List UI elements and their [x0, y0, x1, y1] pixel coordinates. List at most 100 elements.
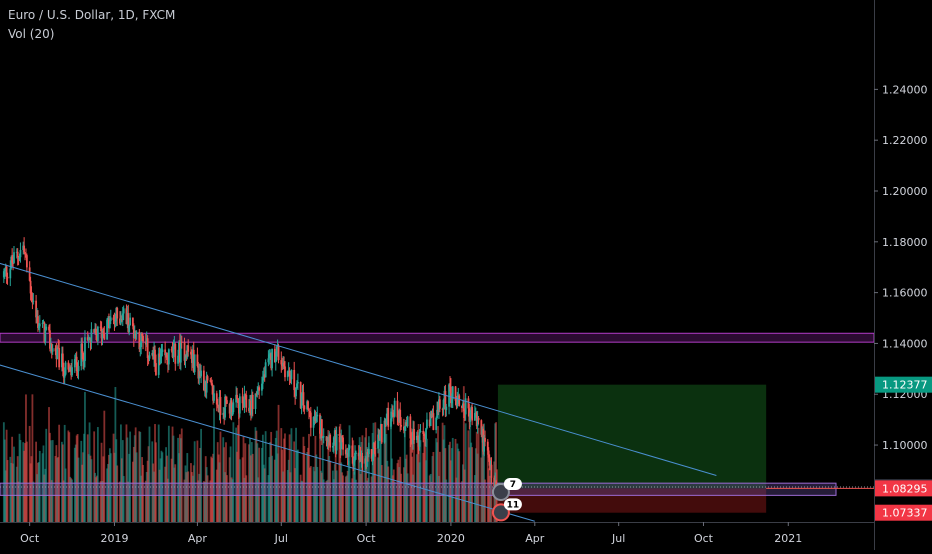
volume-bar — [274, 438, 277, 522]
candle-body — [474, 412, 477, 414]
candle-body — [146, 338, 149, 358]
candle-body — [477, 418, 480, 421]
candle-body — [178, 342, 180, 356]
candle-body — [121, 313, 124, 321]
price-label-text: 1.07337 — [882, 507, 928, 520]
volume-bar — [325, 481, 328, 522]
candle-body — [346, 453, 349, 457]
markers: 7 11 — [491, 478, 522, 522]
candle-body — [281, 364, 284, 367]
volume-bar — [283, 438, 285, 522]
symbol-title[interactable]: Euro / U.S. Dollar, 1D, FXCM — [8, 8, 176, 22]
volume-bar — [457, 448, 460, 522]
volume-bar — [490, 477, 493, 522]
volume-bar — [428, 475, 431, 522]
candle-body — [51, 348, 54, 352]
candle-body — [365, 458, 368, 467]
candle-body — [115, 307, 118, 321]
price-label-badge — [875, 504, 932, 521]
volume-bar — [332, 479, 335, 522]
volume-bar — [403, 428, 406, 522]
volume-bar — [296, 449, 299, 522]
candle-body — [248, 407, 250, 412]
candle-body — [174, 343, 177, 364]
candle-body — [148, 355, 151, 359]
candle-body — [250, 394, 253, 415]
volume-bar — [213, 408, 215, 522]
volume-bar — [425, 460, 427, 522]
volume-bar — [222, 437, 225, 522]
volume-bar — [216, 442, 219, 522]
volume-bar — [281, 449, 284, 522]
candle-body — [486, 441, 489, 451]
candle-body — [211, 383, 214, 387]
candle-body — [216, 404, 219, 407]
volume-bar — [302, 436, 305, 522]
candle-body — [379, 424, 382, 434]
candle-body — [454, 386, 457, 401]
volume-bar — [29, 463, 32, 522]
profit-target-zone — [497, 384, 767, 489]
volume-bar — [471, 447, 474, 522]
volume-bar — [365, 427, 368, 522]
volume-bar — [391, 475, 394, 522]
volume-bar — [383, 437, 386, 522]
volume-bar — [11, 436, 14, 522]
candle-body — [275, 346, 278, 357]
candle-body — [140, 333, 143, 348]
candle-body — [264, 362, 267, 378]
volume-bar — [347, 460, 350, 522]
volume-bar — [145, 472, 148, 522]
volume-bar — [284, 433, 286, 522]
volume-bar — [264, 431, 267, 522]
candle-body — [24, 252, 26, 255]
volume-bar — [83, 433, 85, 522]
volume-indicator-label[interactable]: Vol (20) — [8, 27, 55, 41]
volume-bar — [102, 456, 105, 522]
volume-bar — [166, 455, 168, 522]
volume-bar — [451, 437, 454, 522]
candle-body — [413, 428, 415, 441]
candle-body — [128, 325, 131, 332]
volume-bar — [37, 462, 40, 522]
candle-body — [58, 348, 61, 368]
candle-body — [483, 437, 485, 452]
volume-bar — [120, 424, 122, 522]
volume-bar — [342, 475, 344, 522]
volume-bar — [157, 424, 160, 522]
volume-bar — [224, 472, 226, 522]
volume-bar — [206, 475, 209, 522]
candle-body — [435, 417, 438, 430]
candle-body — [102, 331, 105, 335]
candle-body — [244, 394, 247, 396]
candle-body — [468, 408, 471, 422]
volume-bar — [196, 440, 199, 522]
candle-body — [71, 367, 73, 376]
volume-bar — [62, 480, 65, 522]
candle-body — [64, 362, 67, 375]
candle-body — [127, 313, 130, 332]
candle-body — [155, 363, 157, 375]
candle-body — [274, 356, 277, 363]
volume-bar — [22, 442, 25, 522]
candle-body — [29, 280, 32, 294]
volume-bar — [299, 474, 302, 522]
candle-body — [457, 395, 460, 400]
volume-bar — [24, 443, 26, 522]
volume-bar — [438, 451, 441, 522]
candle-body — [429, 413, 432, 427]
volume-bar — [96, 475, 98, 522]
candle-body — [204, 381, 207, 393]
volume-bar — [58, 424, 61, 522]
volume-bar — [435, 438, 438, 522]
candle-body — [63, 374, 66, 378]
volume-bar — [393, 481, 396, 522]
candle-body — [125, 308, 128, 325]
volume-bar — [146, 460, 149, 522]
candle-body — [192, 349, 195, 373]
candle-body — [396, 400, 399, 418]
volume-bar — [212, 453, 214, 522]
volume-bar — [467, 430, 470, 522]
